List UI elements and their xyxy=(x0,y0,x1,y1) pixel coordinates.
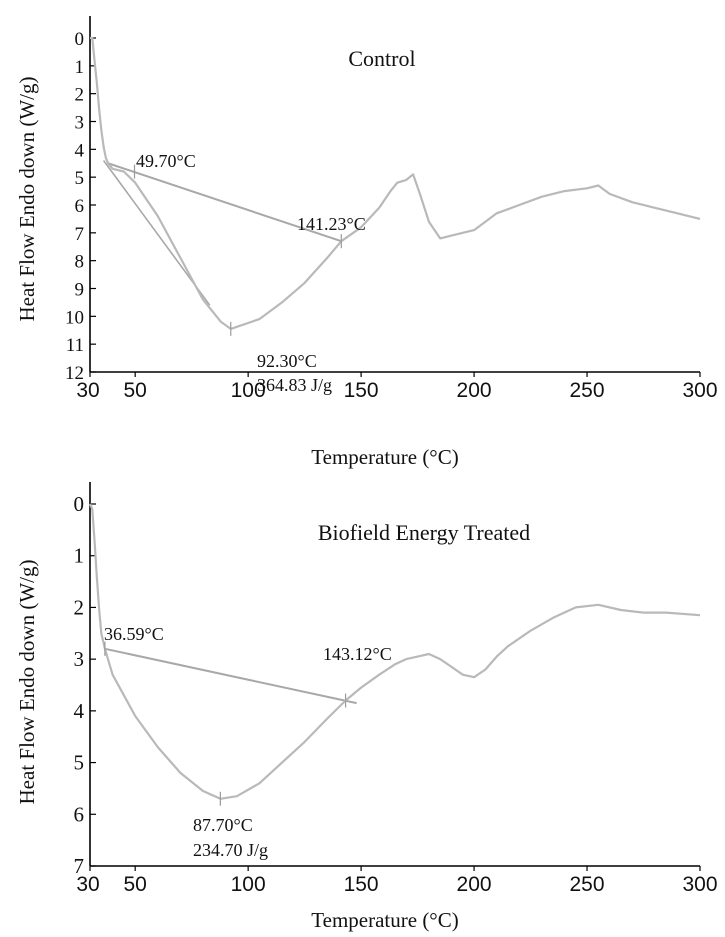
onset-temperature-label: 36.59°C xyxy=(104,624,164,644)
x-tick-label: 250 xyxy=(570,379,605,402)
y-tick-label: 1 xyxy=(75,57,85,78)
y-tick-label: 2 xyxy=(75,85,85,106)
endset-temperature-label: 141.23°C xyxy=(297,214,366,234)
y-tick-label: 1 xyxy=(74,544,85,568)
y-tick-label: 6 xyxy=(75,196,85,217)
treated-panel: Biofield Energy Treated Heat Flow Endo d… xyxy=(15,482,718,932)
x-tick-label: 300 xyxy=(682,379,717,402)
x-tick-label: 250 xyxy=(570,873,605,896)
y-tick-label: 3 xyxy=(75,113,85,134)
y-tick-label: 12 xyxy=(65,363,84,384)
y-tick-label: 11 xyxy=(66,335,84,356)
peak-temperature-label: 92.30°C xyxy=(257,351,317,371)
axes: 0 1 2 3 4 5 6 730 50 100 150 200 250 300 xyxy=(74,482,718,896)
y-tick-label: 5 xyxy=(74,751,85,775)
x-tick-label: 30 xyxy=(76,379,99,402)
y-tick-label: 3 xyxy=(74,647,85,671)
x-axis-label: Temperature (°C) xyxy=(311,445,458,469)
peak-temperature-label: 87.70°C xyxy=(193,815,253,835)
y-tick-label: 5 xyxy=(75,168,85,189)
y-tick-label: 10 xyxy=(65,307,84,328)
dsc-curve xyxy=(90,36,701,330)
x-tick-label: 150 xyxy=(344,379,379,402)
x-axis-label: Temperature (°C) xyxy=(311,908,458,932)
control-panel: Control Heat Flow Endo down (W/g) Temper… xyxy=(15,16,718,469)
x-tick-label: 100 xyxy=(231,873,266,896)
enthalpy-label: 364.83 J/g xyxy=(257,375,332,395)
y-tick-label: 4 xyxy=(74,699,85,723)
y-tick-label: 2 xyxy=(74,595,85,619)
chart-title: Biofield Energy Treated xyxy=(318,520,530,545)
chart-title: Control xyxy=(348,46,415,71)
y-tick-label: 0 xyxy=(74,492,85,516)
integration-baseline xyxy=(107,162,342,243)
enthalpy-label: 234.70 J/g xyxy=(193,840,268,860)
x-tick-label: 200 xyxy=(457,379,492,402)
y-tick-label: 9 xyxy=(75,280,85,301)
x-tick-label: 50 xyxy=(124,379,147,402)
y-tick-label: 7 xyxy=(75,224,85,245)
plot-area xyxy=(88,503,701,806)
dsc-curve xyxy=(88,503,701,800)
y-tick-label: 8 xyxy=(75,252,85,273)
x-tick-label: 30 xyxy=(76,873,99,896)
x-tick-label: 50 xyxy=(124,873,147,896)
x-tick-label: 100 xyxy=(231,379,266,402)
integration-baseline xyxy=(104,647,357,705)
y-axis-label: Heat Flow Endo down (W/g) xyxy=(15,77,39,322)
plot-area xyxy=(90,36,701,336)
x-tick-label: 200 xyxy=(457,873,492,896)
y-tick-label: 4 xyxy=(75,140,85,161)
x-tick-label: 300 xyxy=(682,873,717,896)
x-tick-label: 150 xyxy=(344,873,379,896)
endset-temperature-label: 143.12°C xyxy=(323,644,392,664)
y-axis-label: Heat Flow Endo down (W/g) xyxy=(15,560,39,805)
y-tick-label: 7 xyxy=(74,854,85,878)
onset-temperature-label: 49.70°C xyxy=(136,151,196,171)
y-tick-label: 0 xyxy=(75,29,85,50)
y-tick-label: 6 xyxy=(74,802,85,826)
